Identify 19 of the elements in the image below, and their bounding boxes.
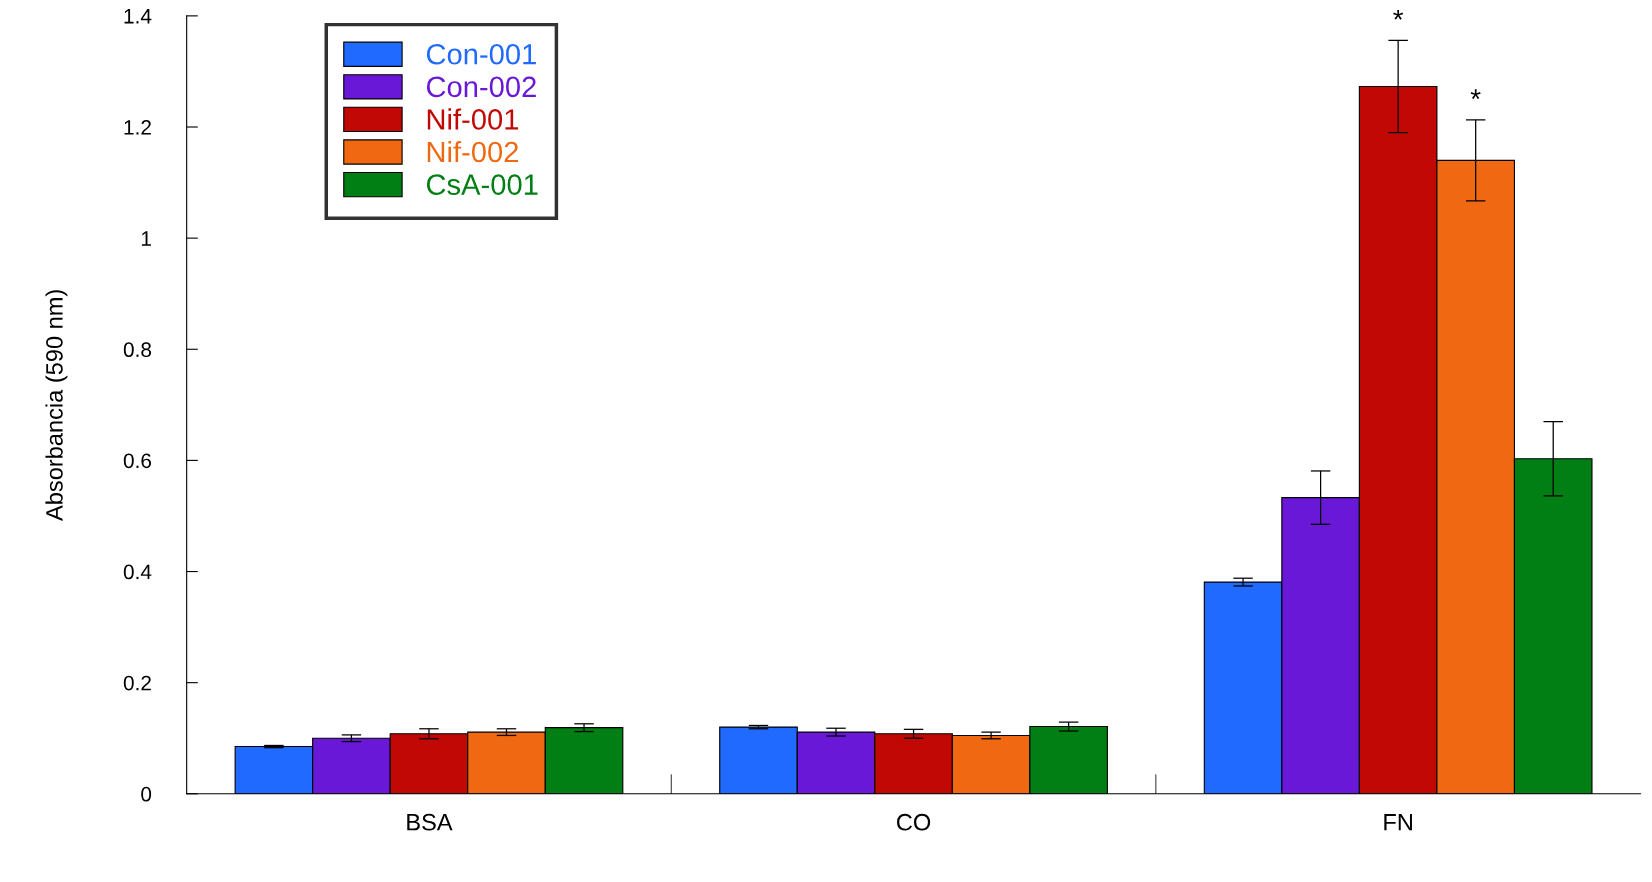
y-tick-label: 1: [141, 231, 151, 246]
legend-label: Con-002: [426, 76, 536, 98]
y-axis-title: Absorbancia (590 nm): [45, 290, 68, 521]
x-tick-label: CO: [897, 813, 931, 831]
y-tick-label: 0.2: [123, 675, 151, 691]
legend-label: Nif-002: [427, 140, 518, 163]
x-tick-label: FN: [1384, 814, 1412, 831]
y-tick-label: 0.6: [123, 453, 152, 469]
annotation: *: [1470, 89, 1481, 100]
y-tick-label: 1.4: [124, 9, 152, 24]
legend-label: CsA-001: [426, 174, 538, 195]
y-tick-label: 0: [141, 786, 152, 802]
annotation: *: [1393, 9, 1404, 20]
y-tick-label: 1.2: [124, 120, 151, 135]
y-tick-label: 0.4: [123, 564, 152, 580]
legend-label: Nif-001: [427, 108, 519, 130]
y-tick-label: 0.8: [123, 342, 152, 358]
legend-label: Con-001: [426, 43, 536, 65]
x-tick-label: BSA: [407, 813, 453, 831]
